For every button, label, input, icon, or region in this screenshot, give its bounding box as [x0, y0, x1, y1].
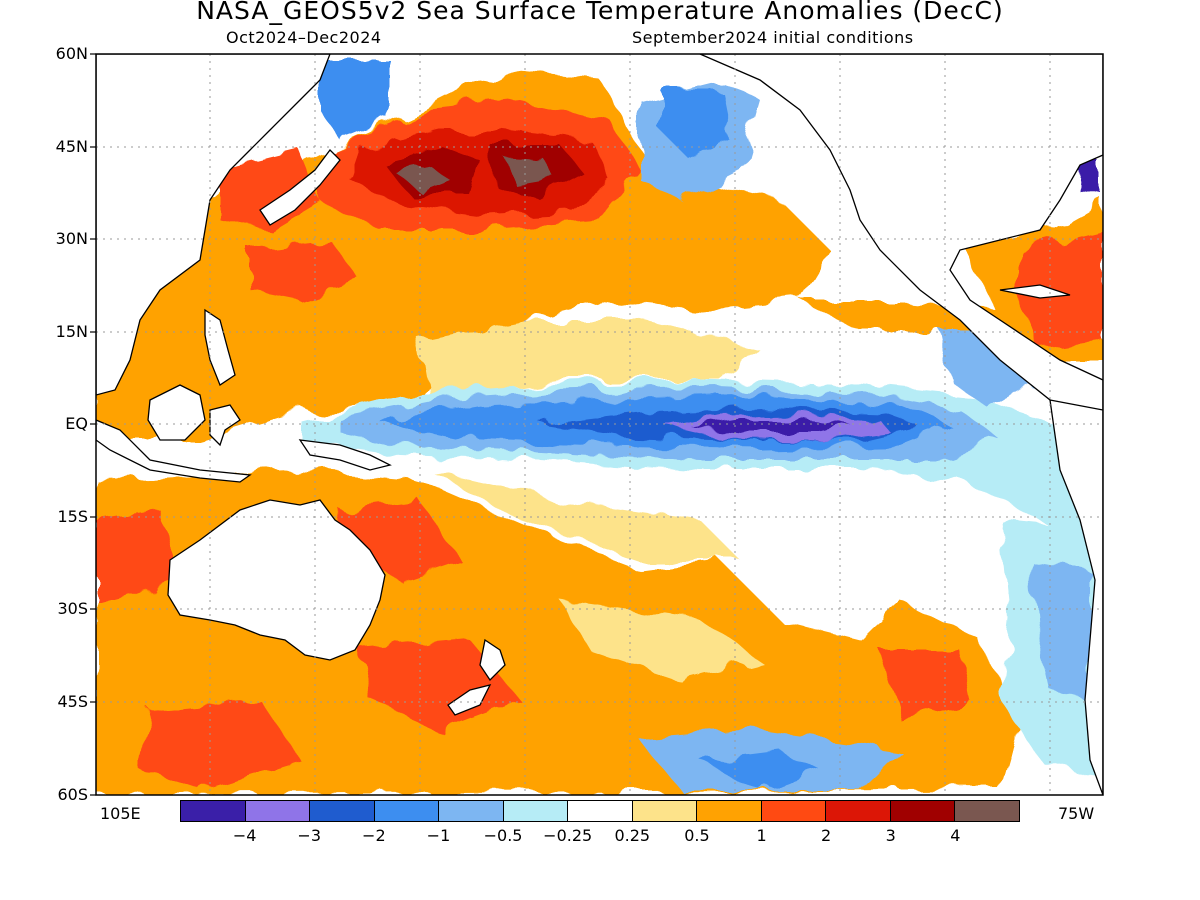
anomaly-field — [96, 54, 1103, 795]
new-guinea — [298, 439, 392, 471]
borneo — [147, 384, 206, 441]
lat-label-45n: 45N — [55, 137, 88, 156]
new-zealand-north — [479, 638, 506, 682]
colorbar-swatch — [439, 801, 504, 821]
graticule — [96, 54, 1103, 795]
colorbar-swatch — [181, 801, 246, 821]
colorbar-tick-label: −4 — [232, 826, 257, 845]
colorbar-swatch — [890, 801, 956, 821]
south-america — [1049, 399, 1103, 795]
asia-mainland — [96, 54, 331, 396]
forecast-period: Oct2024–Dec2024 — [226, 28, 382, 47]
lat-label-45s: 45S — [57, 692, 88, 711]
lat-ticks — [90, 53, 96, 796]
lon-label-east: 75W — [1058, 804, 1095, 823]
coastlines — [96, 54, 1103, 795]
sumatra-java — [96, 419, 252, 483]
colorbar-swatch — [310, 801, 375, 821]
cuba — [999, 284, 1071, 299]
colorbar-tick-label: 2 — [821, 826, 832, 845]
colorbar-tick-label: 0.5 — [684, 826, 710, 845]
new-zealand-south — [447, 684, 492, 716]
philippines — [204, 308, 236, 386]
lon-label-west: 105E — [100, 804, 141, 823]
colorbar-swatch — [503, 801, 569, 821]
chart-title: NASA_GEOS5v2 Sea Surface Temperature Ano… — [196, 0, 1004, 25]
north-america — [699, 54, 1103, 472]
colorbar — [180, 800, 1020, 822]
lat-label-30n: 30N — [55, 229, 88, 248]
lat-label-30s: 30S — [57, 599, 88, 618]
japan — [259, 149, 341, 226]
colorbar-tick-label: −0.5 — [483, 826, 523, 845]
initial-conditions: September2024 initial conditions — [632, 28, 914, 47]
colorbar-tick-label: −1 — [426, 826, 451, 845]
sulawesi — [209, 404, 241, 447]
colorbar-swatch — [761, 801, 827, 821]
colorbar-tick-label: 3 — [885, 826, 896, 845]
colorbar-tick-label: −2 — [362, 826, 386, 845]
colorbar-swatch — [826, 801, 891, 821]
lat-label-15s: 15S — [57, 507, 88, 526]
lat-label-15n: 15N — [55, 322, 88, 341]
colorbar-swatch — [374, 801, 440, 821]
colorbar-swatch — [632, 801, 698, 821]
colorbar-tick-label: −3 — [297, 826, 322, 845]
colorbar-swatch — [697, 801, 762, 821]
lat-label-60s: 60S — [57, 785, 88, 804]
colorbar-swatch — [568, 801, 633, 821]
australia — [167, 499, 386, 661]
colorbar-tick-label: 1 — [756, 826, 767, 845]
lat-label-60n: 60N — [55, 44, 88, 63]
colorbar-swatch — [245, 801, 311, 821]
colorbar-swatch — [955, 801, 1019, 821]
colorbar-tick-label: 0.25 — [614, 826, 651, 845]
colorbar-tick-label: 4 — [950, 826, 961, 845]
colorbar-tick-label: −0.25 — [543, 826, 593, 845]
lat-label-eq: EQ — [65, 414, 88, 433]
